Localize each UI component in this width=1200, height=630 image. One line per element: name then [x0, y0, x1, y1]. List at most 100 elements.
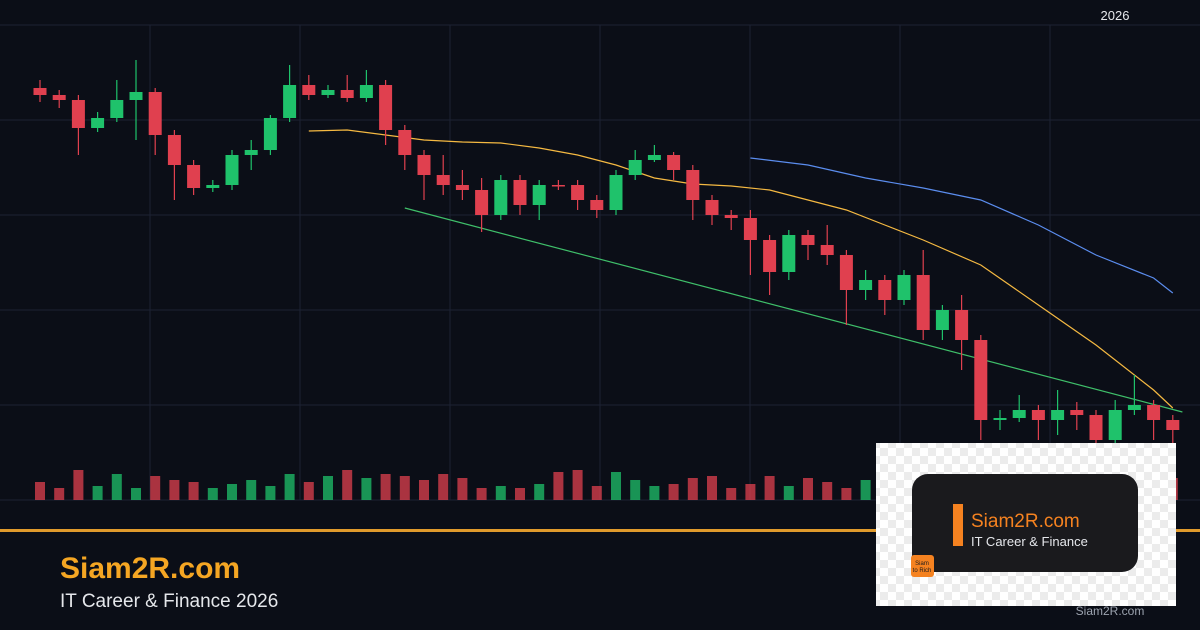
volume-bar [803, 478, 813, 500]
volume-bar [188, 482, 199, 500]
overlay-line [308, 129, 1174, 409]
candle-body [571, 185, 585, 200]
candle-body [206, 185, 220, 188]
volume-bar [534, 484, 545, 500]
volume-bar [515, 488, 525, 500]
candle-body [532, 185, 546, 205]
candle-body [148, 92, 162, 135]
candle-body [225, 155, 239, 185]
volume-bar [687, 478, 698, 500]
candle-body [475, 190, 489, 215]
candle-body [398, 130, 412, 155]
volume-bar [591, 486, 602, 500]
volume-bar [323, 476, 333, 500]
candle-body [187, 165, 201, 188]
candle-body [878, 280, 892, 300]
logo-name: Siam2R.com [971, 511, 1080, 532]
volume-bar [572, 470, 583, 500]
volume-bar [207, 488, 218, 500]
candle-body [743, 218, 757, 240]
candle-body [763, 240, 777, 272]
volume-bar [227, 484, 237, 500]
candle-body [110, 100, 124, 118]
candle-body [1031, 410, 1045, 420]
candle-body [839, 255, 853, 290]
volume-bar [649, 486, 660, 500]
volume-bar [303, 482, 314, 500]
volume-bar [726, 488, 737, 500]
candle-body [379, 85, 393, 130]
candle-body [801, 235, 815, 245]
candle-body [167, 135, 181, 165]
brand-name: Siam2R.com [60, 552, 240, 585]
candle-body [52, 95, 66, 100]
volume-bar [822, 482, 833, 500]
volume-bar [246, 480, 257, 500]
volume-bar [54, 488, 65, 500]
candle-body [340, 90, 354, 98]
volume-bar [361, 478, 372, 500]
candle-body [609, 175, 623, 210]
badge-line: Siam [915, 561, 929, 567]
plot [0, 24, 1200, 501]
volume-bar [457, 478, 468, 500]
overlay-line [750, 157, 1174, 294]
overlay-line [404, 207, 1183, 413]
volume-bar [380, 474, 391, 500]
candle-body [667, 155, 681, 170]
candle-body [724, 215, 738, 218]
volume-bar [342, 470, 353, 500]
candle-body [590, 200, 604, 210]
volume-bar [265, 486, 276, 500]
volume-bar [284, 474, 295, 500]
logo-bar [953, 504, 963, 546]
logo-card: Siam2R.com IT Career & Finance Siam to R… [876, 443, 1176, 618]
candle-body [705, 200, 719, 215]
candle-body [302, 85, 316, 95]
candle-body [1070, 410, 1084, 415]
candle-body [283, 85, 297, 118]
volume-bar [495, 486, 506, 500]
volume-bar [841, 488, 852, 500]
logo-panel [912, 474, 1138, 572]
candle-body [359, 85, 373, 98]
candle-body [551, 185, 565, 187]
candle-body [647, 155, 661, 160]
candle-body [321, 90, 335, 95]
candle-body [955, 310, 969, 340]
volume-bar [35, 482, 45, 500]
candle-body [974, 340, 988, 420]
candle-body [1127, 405, 1141, 410]
candle-body [494, 180, 508, 215]
watermark: Siam2R.com [1076, 604, 1145, 618]
candle-body [1012, 410, 1026, 418]
candle-body [244, 150, 258, 155]
volume-bar [169, 480, 180, 500]
candle-body [436, 175, 450, 185]
volume-bar [131, 488, 141, 500]
volume-bar [438, 474, 449, 500]
candle-body [820, 245, 834, 255]
candle-body [1147, 405, 1161, 420]
volume-bar [745, 484, 756, 500]
volume-bar [150, 476, 161, 500]
volume-bar [419, 480, 429, 500]
candle-body [628, 160, 642, 175]
volume-bar [707, 476, 717, 500]
volume-bar [860, 480, 871, 500]
volume-bar [553, 472, 564, 500]
badge-line: to Rich [913, 568, 932, 574]
brand-tagline: IT Career & Finance 2026 [60, 591, 278, 612]
candle-body [1108, 410, 1122, 440]
candle-body [455, 185, 469, 190]
candle-body [129, 92, 143, 100]
volume-bar [476, 488, 487, 500]
candle-body [993, 418, 1007, 420]
volume-bar [783, 486, 794, 500]
volume-bar [92, 486, 103, 500]
volume-bar [668, 484, 679, 500]
candle-body [263, 118, 277, 150]
candle-body [782, 235, 796, 272]
volume-bar [764, 476, 775, 500]
